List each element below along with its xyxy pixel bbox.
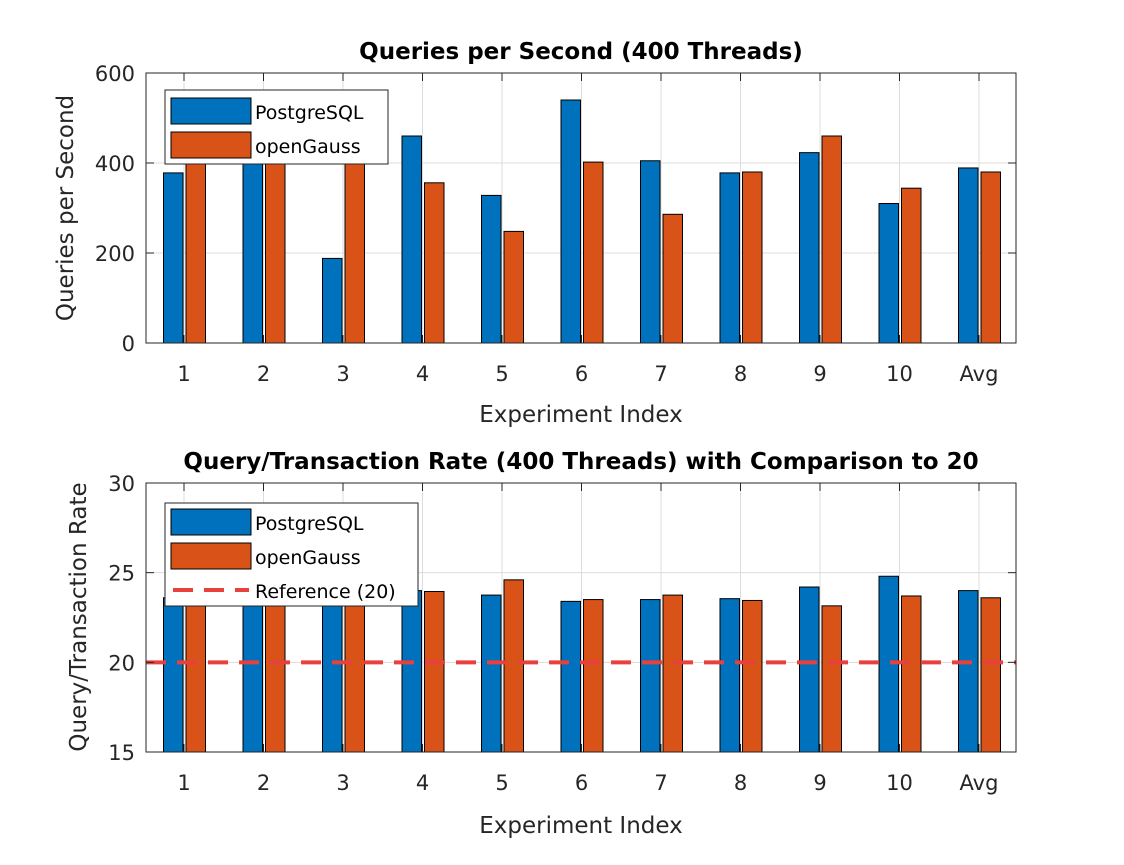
- bar-postgresql: [958, 167, 979, 344]
- x-tick-label: 1: [177, 362, 190, 386]
- bar-postgresql: [719, 598, 740, 753]
- x-tick-label: 6: [575, 771, 588, 795]
- bar-opengauss: [424, 590, 445, 753]
- bar-postgresql: [163, 172, 184, 344]
- bar-opengauss: [821, 605, 842, 753]
- x-tick-label: 8: [734, 362, 747, 386]
- ticks: 0 200 400 600 1 2 3 4 5 6 7 8 9 10 Avg: [95, 62, 1016, 386]
- bar-postgresql: [719, 172, 740, 344]
- bar-postgresql: [560, 600, 581, 753]
- legend-swatch-postgresql: [170, 508, 252, 536]
- bar-postgresql: [481, 194, 502, 344]
- chart-queries-per-second: 0 200 400 600 1 2 3 4 5 6 7 8 9 10 Avg Queries per Sec…: [53, 39, 1017, 428]
- legend: PostgreSQL openGauss Reference (20): [164, 502, 419, 607]
- bar-opengauss: [503, 230, 524, 344]
- bars: [163, 99, 1001, 344]
- x-tick-label: Avg: [960, 771, 999, 795]
- y-tick-label: 25: [108, 562, 135, 586]
- y-tick-label: 15: [108, 741, 135, 765]
- bar-opengauss: [583, 161, 604, 344]
- legend-label-reference: Reference (20): [255, 581, 396, 603]
- bar-opengauss: [662, 594, 683, 753]
- legend-label-opengauss: openGauss: [255, 136, 361, 158]
- x-tick-label: 3: [336, 771, 349, 795]
- bar-opengauss: [980, 171, 1001, 344]
- legend-swatch-postgresql: [170, 97, 252, 125]
- bar-opengauss: [742, 171, 763, 344]
- bar-opengauss: [662, 213, 683, 344]
- x-tick-label: 7: [654, 362, 667, 386]
- bar-postgresql: [242, 597, 263, 753]
- x-tick-label: 5: [495, 771, 508, 795]
- bar-opengauss: [901, 595, 922, 753]
- bar-opengauss: [821, 135, 842, 344]
- legend-label-opengauss: openGauss: [255, 547, 361, 569]
- x-tick-label: 6: [575, 362, 588, 386]
- x-tick-label: 8: [734, 771, 747, 795]
- x-tick-label: 2: [257, 362, 270, 386]
- ticks: 15 20 25 30 1 2 3 4 5 6 7 8 9 10 Avg: [108, 472, 1016, 795]
- bar-opengauss: [185, 597, 206, 753]
- bar-opengauss: [424, 182, 445, 344]
- x-axis-label: Experiment Index: [479, 402, 683, 428]
- x-tick-label: 9: [813, 771, 826, 795]
- y-tick-label: 0: [122, 332, 135, 356]
- x-tick-label: 2: [257, 771, 270, 795]
- bar-postgresql: [799, 586, 820, 753]
- chart-title: Query/Transaction Rate (400 Threads) wit…: [183, 449, 978, 475]
- bar-opengauss: [344, 597, 365, 753]
- bar-opengauss: [344, 162, 365, 344]
- bar-postgresql: [401, 590, 422, 753]
- chart-query-transaction-rate: 15 20 25 30 1 2 3 4 5 6 7 8 9 10 Avg Query/Transaction…: [66, 449, 1017, 839]
- legend: PostgreSQL openGauss: [164, 89, 389, 165]
- bar-opengauss: [583, 599, 604, 753]
- bar-opengauss: [980, 597, 1001, 753]
- bar-postgresql: [163, 597, 184, 753]
- y-axis-label: Queries per Second: [53, 95, 79, 321]
- x-tick-label: 1: [177, 771, 190, 795]
- bar-opengauss: [185, 161, 206, 344]
- x-tick-label: 5: [495, 362, 508, 386]
- legend-swatch-opengauss: [170, 542, 252, 570]
- bar-postgresql: [640, 599, 661, 753]
- bar-postgresql: [481, 594, 502, 753]
- bar-postgresql: [799, 152, 820, 344]
- x-tick-label: 9: [813, 362, 826, 386]
- legend-label-postgresql: PostgreSQL: [255, 513, 364, 535]
- bar-opengauss: [265, 597, 286, 753]
- x-tick-label: 7: [654, 771, 667, 795]
- x-tick-label: 10: [886, 362, 913, 386]
- chart-title: Queries per Second (400 Threads): [359, 39, 803, 65]
- bar-opengauss: [742, 599, 763, 753]
- bar-postgresql: [958, 590, 979, 753]
- bar-postgresql: [242, 161, 263, 344]
- bar-opengauss: [265, 161, 286, 344]
- bar-postgresql: [322, 597, 343, 753]
- bar-postgresql: [878, 203, 899, 344]
- bar-postgresql: [560, 99, 581, 344]
- legend-label-postgresql: PostgreSQL: [255, 102, 364, 124]
- x-tick-label: 4: [416, 771, 429, 795]
- bar-postgresql: [322, 257, 343, 344]
- x-tick-label: 10: [886, 771, 913, 795]
- bar-opengauss: [503, 579, 524, 753]
- x-tick-label: Avg: [960, 362, 999, 386]
- bar-opengauss: [901, 187, 922, 344]
- y-tick-label: 400: [95, 152, 135, 176]
- y-tick-label: 20: [108, 651, 135, 675]
- y-tick-label: 30: [108, 472, 135, 496]
- bar-postgresql: [640, 160, 661, 344]
- bar-postgresql: [401, 135, 422, 344]
- x-axis-label: Experiment Index: [479, 813, 683, 839]
- y-tick-label: 200: [95, 242, 135, 266]
- y-tick-label: 600: [95, 62, 135, 86]
- x-tick-label: 3: [336, 362, 349, 386]
- x-tick-label: 4: [416, 362, 429, 386]
- legend-swatch-opengauss: [170, 131, 252, 159]
- y-axis-label: Query/Transaction Rate: [66, 482, 92, 751]
